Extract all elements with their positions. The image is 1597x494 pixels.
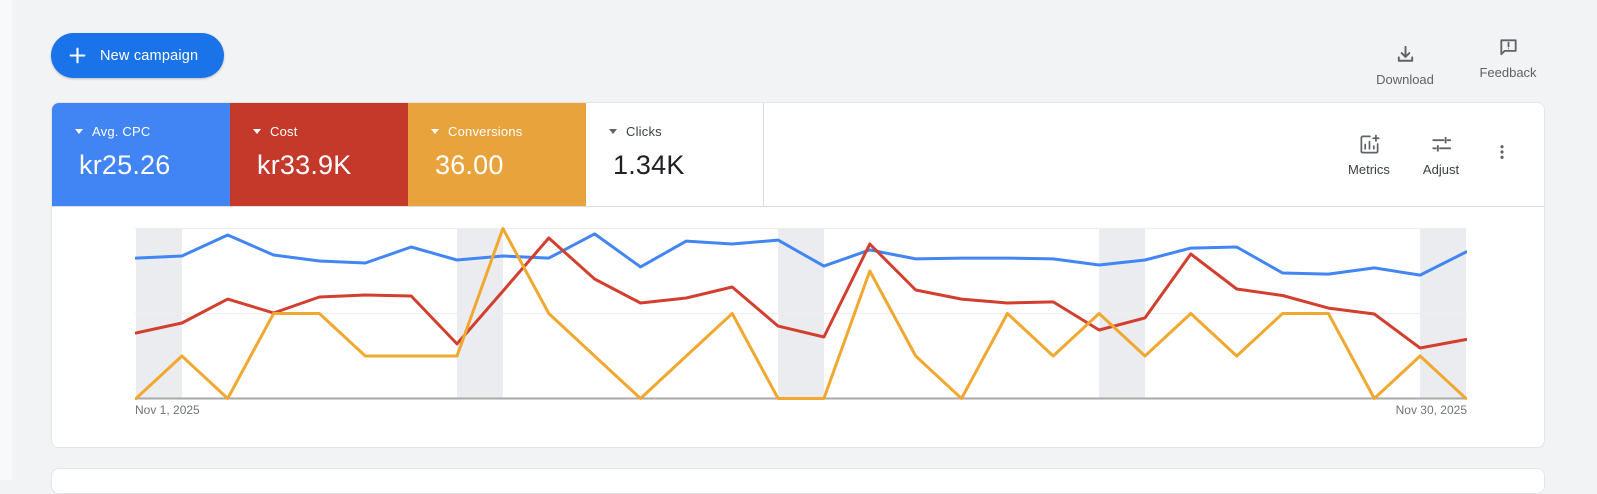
scorecard-avg-cpc[interactable]: Avg. CPC kr25.26 xyxy=(52,103,230,206)
series-line-conversions xyxy=(135,227,1467,400)
left-edge-strip xyxy=(0,0,12,480)
trend-chart-svg xyxy=(135,227,1467,400)
scorecard-label-row: Conversions xyxy=(431,124,586,139)
overflow-menu-button[interactable] xyxy=(1486,137,1518,173)
performance-chart-card: Avg. CPC kr25.26 Cost kr33.9K Conversion… xyxy=(51,102,1545,448)
series-line-cost xyxy=(135,236,1467,350)
new-campaign-label: New campaign xyxy=(100,47,199,64)
chart-date-end: Nov 30, 2025 xyxy=(1395,403,1467,417)
plus-icon xyxy=(68,46,87,65)
scorecard-value: kr25.26 xyxy=(79,150,171,180)
scorecard-label: Avg. CPC xyxy=(92,124,151,139)
scorecard-label-row: Clicks xyxy=(609,124,763,139)
chart-x-axis: Nov 1, 2025 Nov 30, 2025 xyxy=(135,403,1467,417)
download-button[interactable]: Download xyxy=(1365,43,1445,87)
new-campaign-button[interactable]: New campaign xyxy=(51,33,225,78)
performance-trend-chart[interactable]: Nov 1, 2025 Nov 30, 2025 xyxy=(52,207,1544,447)
download-label: Download xyxy=(1376,72,1434,87)
metrics-label: Metrics xyxy=(1348,161,1390,177)
caret-down-icon xyxy=(609,129,617,134)
kebab-icon xyxy=(1492,140,1512,169)
scorecard-value: 1.34K xyxy=(613,150,685,180)
series-line-avg-cpc xyxy=(135,232,1467,277)
scorecard-value: 36.00 xyxy=(435,150,504,180)
caret-down-icon xyxy=(253,129,261,134)
next-section-card xyxy=(51,468,1545,494)
metrics-button[interactable]: Metrics xyxy=(1338,133,1400,177)
caret-down-icon xyxy=(431,129,439,134)
feedback-button[interactable]: Feedback xyxy=(1468,36,1548,80)
adjust-label: Adjust xyxy=(1422,161,1460,177)
chart-date-start: Nov 1, 2025 xyxy=(135,403,200,417)
scorecard-label: Conversions xyxy=(448,124,523,139)
metric-scorecard-bar: Avg. CPC kr25.26 Cost kr33.9K Conversion… xyxy=(52,103,1544,207)
scorecard-value: kr33.9K xyxy=(257,150,352,180)
tune-icon xyxy=(1430,133,1453,156)
caret-down-icon xyxy=(75,129,83,134)
scorecard-label-row: Avg. CPC xyxy=(75,124,230,139)
feedback-label: Feedback xyxy=(1479,65,1537,80)
scorecard-cost[interactable]: Cost kr33.9K xyxy=(230,103,408,206)
scorecard-clicks[interactable]: Clicks 1.34K xyxy=(586,103,764,206)
scorecard-label-row: Cost xyxy=(253,124,408,139)
add-chart-icon xyxy=(1358,133,1381,156)
feedback-icon xyxy=(1497,36,1520,59)
scorecard-conversions[interactable]: Conversions 36.00 xyxy=(408,103,586,206)
adjust-button[interactable]: Adjust xyxy=(1410,133,1472,177)
scorecard-label: Cost xyxy=(270,124,298,139)
scorecard-label: Clicks xyxy=(626,124,662,139)
chart-toolbar: Metrics Adjust xyxy=(1338,103,1544,206)
download-icon xyxy=(1394,43,1417,66)
